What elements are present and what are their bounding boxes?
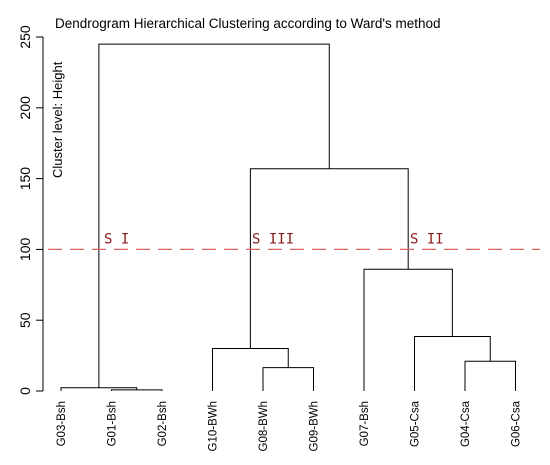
dendrogram-link: [363, 268, 453, 391]
y-tick-label: 100: [17, 238, 33, 262]
dendrogram-link: [414, 335, 491, 391]
y-tick-label: 200: [17, 96, 33, 120]
dendrogram-link: [98, 43, 330, 388]
cluster-label: S II: [410, 231, 444, 247]
dendrogram-link: [249, 168, 409, 349]
y-tick-label: 250: [17, 25, 33, 49]
y-axis-label: Cluster level: Height: [50, 61, 65, 178]
leaf-label: G07-Bsh: [359, 401, 371, 446]
leaf-label: G02-Bsh: [157, 401, 169, 446]
cluster-labels: S I S III S II: [104, 231, 444, 247]
cluster-label: S III: [252, 231, 294, 247]
leaf-labels: G03-Bsh G01-Bsh G02-Bsh G10-BWh G08-BWh G09-B…: [56, 400, 523, 451]
leaf-label: G09-BWh: [309, 401, 321, 452]
leaf-label: G10-BWh: [208, 401, 220, 452]
y-tick-label: 0: [17, 387, 33, 395]
leaf-label: G04-Csa: [460, 400, 472, 447]
dendrogram-link: [111, 389, 163, 391]
cluster-label: S I: [104, 231, 129, 247]
dendrogram-link: [262, 367, 314, 391]
dendrogram-link: [464, 360, 516, 391]
leaf-label: G01-Bsh: [107, 401, 119, 446]
y-tick-label: 150: [17, 167, 33, 191]
leaf-label: G06-Csa: [511, 400, 523, 447]
leaf-label: G08-BWh: [258, 401, 270, 452]
dendrogram-link: [212, 348, 289, 391]
chart-title: Dendrogram Hierarchical Clustering accor…: [55, 16, 441, 31]
y-tick-label: 50: [17, 312, 33, 328]
leaf-label: G03-Bsh: [56, 401, 68, 446]
dendrogram-tree: [60, 43, 516, 391]
leaf-label: G05-Csa: [410, 400, 422, 447]
y-axis: 0 50 100 150 200 250: [17, 25, 44, 395]
